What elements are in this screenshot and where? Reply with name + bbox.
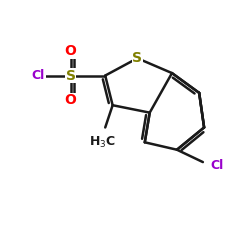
Text: O: O bbox=[65, 44, 76, 58]
Text: Cl: Cl bbox=[32, 69, 45, 82]
Text: O: O bbox=[65, 93, 76, 107]
Text: H$_3$C: H$_3$C bbox=[89, 135, 116, 150]
Text: S: S bbox=[132, 51, 142, 65]
Text: Cl: Cl bbox=[210, 159, 224, 172]
Text: S: S bbox=[66, 68, 76, 82]
